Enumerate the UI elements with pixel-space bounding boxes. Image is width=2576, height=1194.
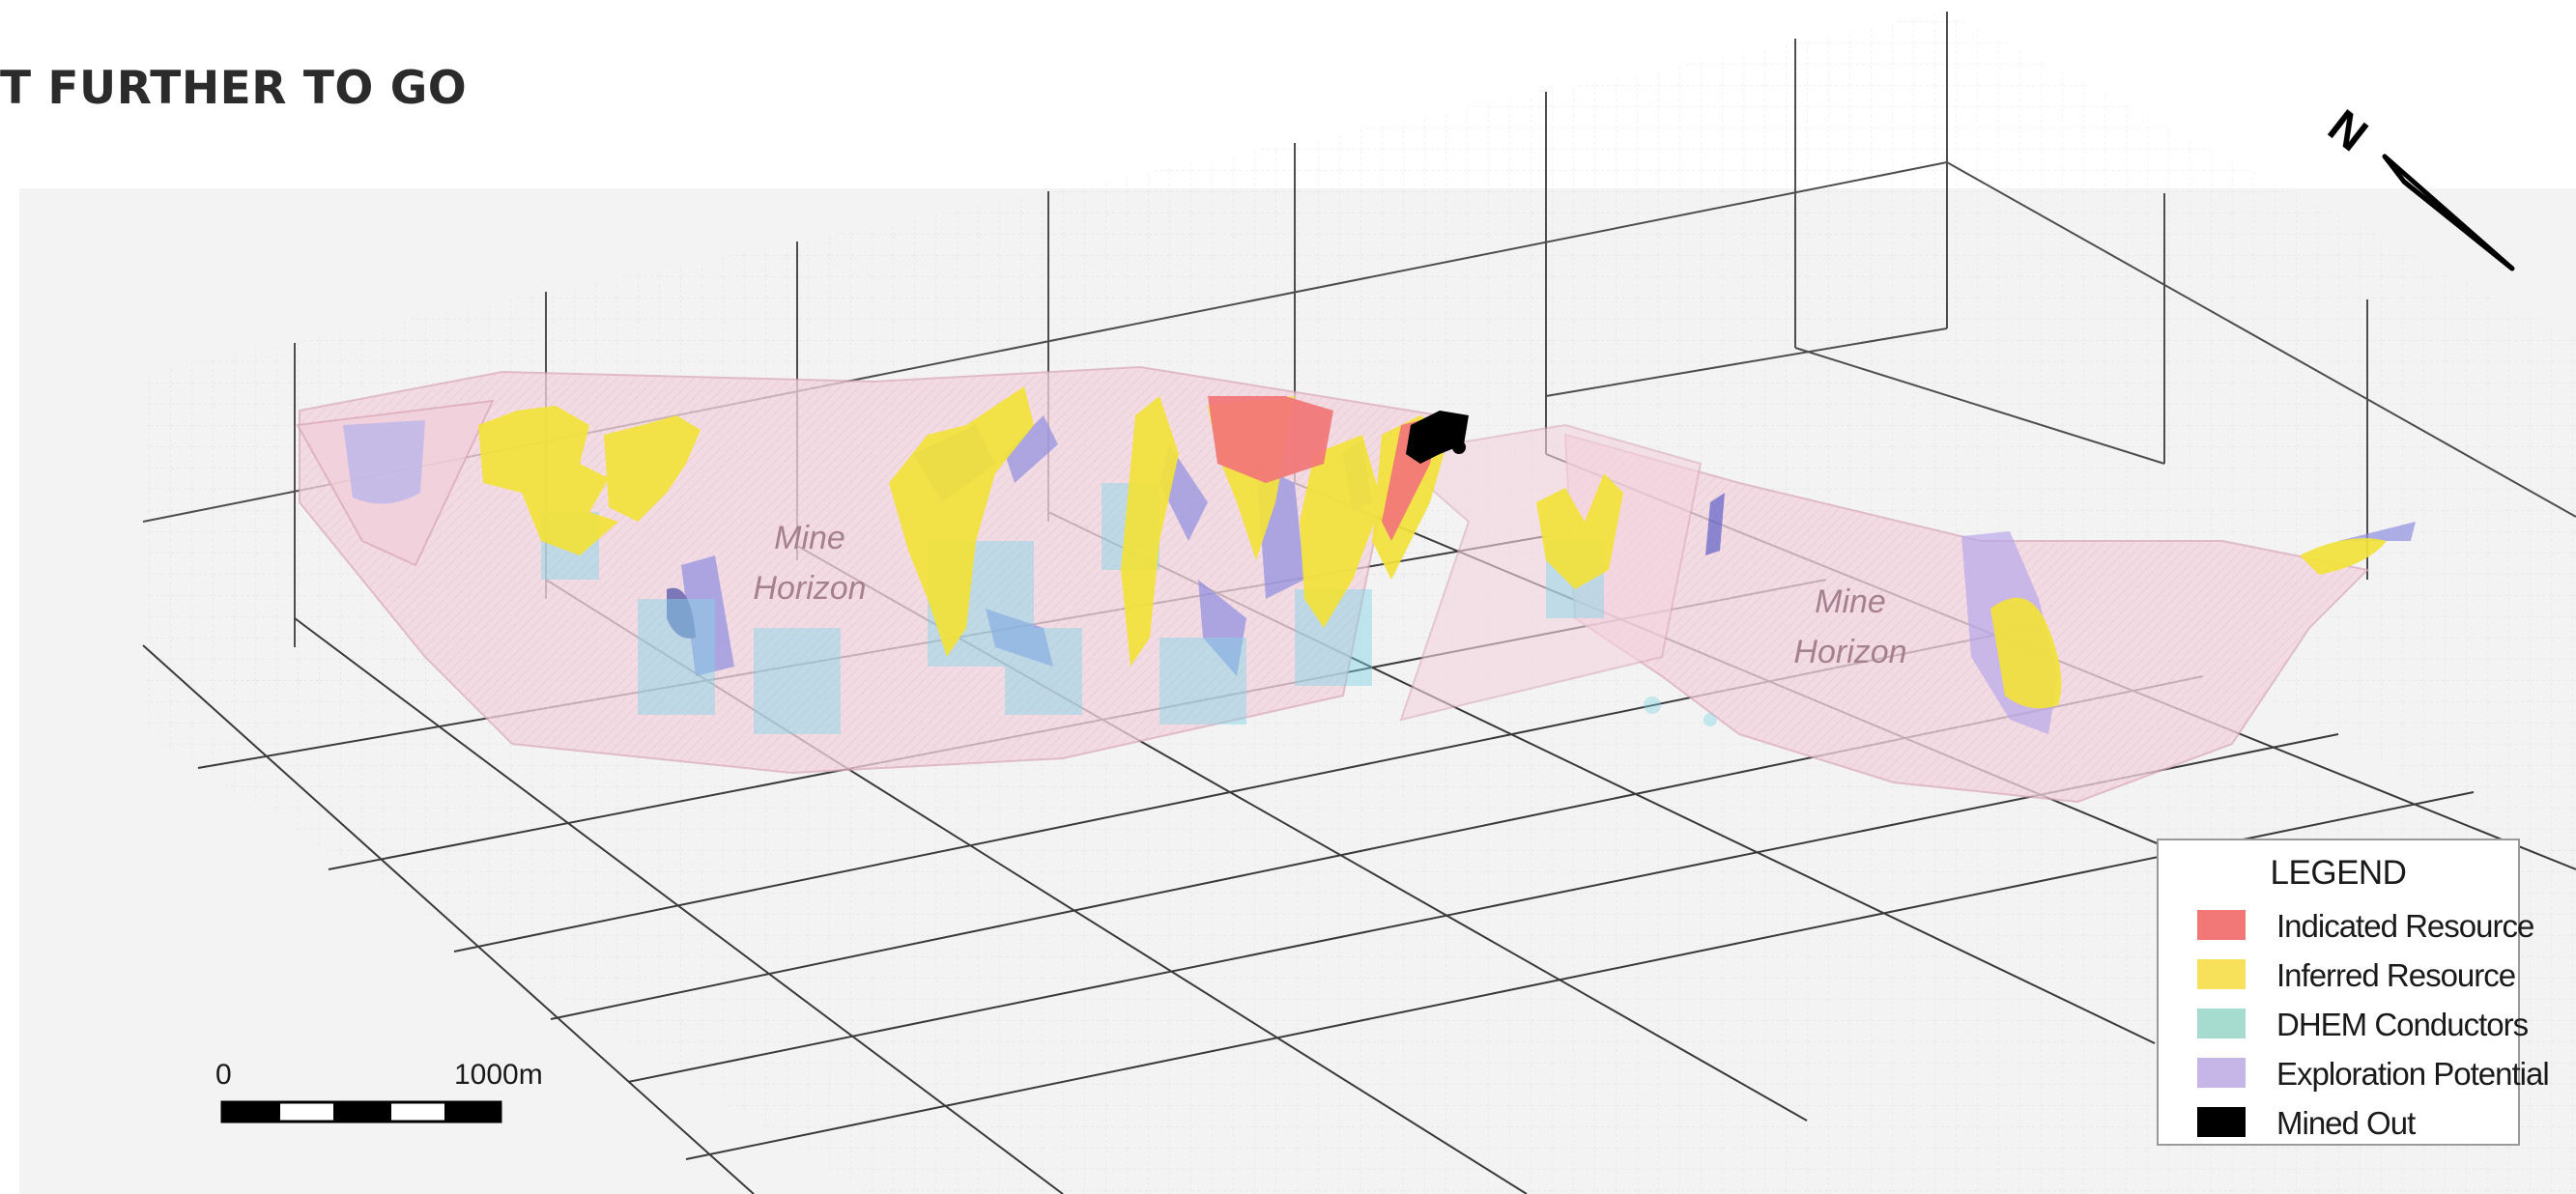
horizon-label-west: Mine Horizon [753, 520, 866, 607]
legend-item-indicated-resource: Indicated Resource [2197, 906, 2534, 945]
horizon-label-west-line1: Mine [774, 520, 845, 556]
scale-bar-end-label: 1000m [454, 1059, 543, 1091]
horizon-label-west-line2: Horizon [753, 570, 866, 607]
legend-item-exploration-potential: Exploration Potential [2197, 1054, 2550, 1093]
legend: LEGEND Indicated Resource Inferred Resou… [2157, 839, 2550, 1146]
horizon-label-east: Mine Horizon [1793, 583, 1906, 670]
mined-out-bodies [1406, 411, 1469, 464]
legend-label-inferred-resource: Inferred Resource [2276, 957, 2516, 993]
legend-label-exploration-potential: Exploration Potential [2276, 1056, 2550, 1092]
page-headline: T FURTHER TO GO [0, 62, 468, 115]
legend-label-dhem-conductors: DHEM Conductors [2276, 1007, 2529, 1042]
legend-swatch-inferred-resource [2197, 959, 2246, 989]
legend-swatch-mined-out [2197, 1107, 2246, 1137]
scale-bar: 0 1000m [215, 1059, 543, 1123]
scale-bar-start-label: 0 [215, 1059, 232, 1091]
legend-item-dhem-conductors: DHEM Conductors [2197, 1005, 2529, 1043]
horizon-label-east-line1: Mine [1815, 583, 1886, 620]
mine-horizon-fault-block [1388, 423, 1703, 722]
legend-item-inferred-resource: Inferred Resource [2197, 955, 2516, 994]
north-arrow-label: N [2319, 100, 2377, 161]
legend-swatch-exploration-potential [2197, 1058, 2246, 1088]
legend-swatch-dhem-conductors [2197, 1009, 2246, 1038]
legend-title: LEGEND [2270, 854, 2407, 892]
legend-label-mined-out: Mined Out [2276, 1105, 2416, 1141]
legend-swatch-indicated-resource [2197, 910, 2246, 940]
legend-item-mined-out: Mined Out [2197, 1103, 2516, 1142]
legend-label-indicated-resource: Indicated Resource [2276, 908, 2534, 944]
horizon-label-east-line2: Horizon [1793, 634, 1906, 670]
